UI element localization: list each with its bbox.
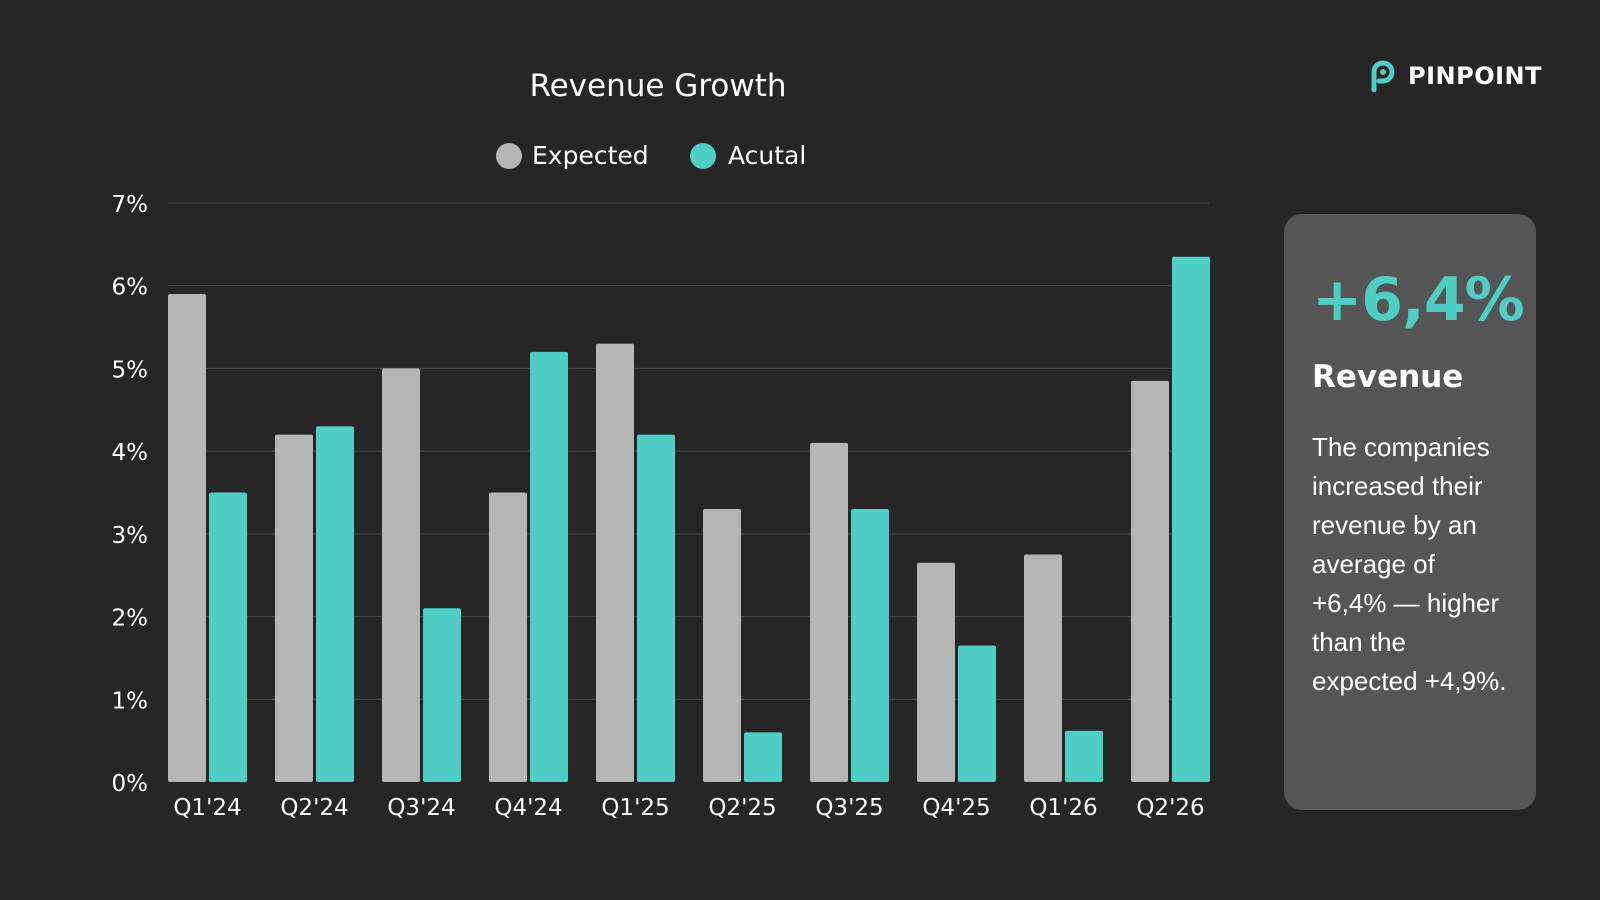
legend-label-actual: Acutal <box>728 141 806 170</box>
bar-actual <box>958 645 996 782</box>
bar-expected <box>917 562 955 782</box>
y-axis-ticks: 0% 1% 2% 3% 4% 5% 6% 7% <box>112 192 149 797</box>
highlight-value: +6,4% <box>1312 265 1525 335</box>
y-tick-label: 0% <box>112 771 149 797</box>
y-tick-label: 4% <box>112 440 149 466</box>
x-tick-label: Q2'26 <box>1136 795 1204 821</box>
pinpoint-p-logo-icon <box>1371 60 1395 92</box>
y-tick-label: 7% <box>112 192 149 218</box>
legend-label-expected: Expected <box>532 141 649 170</box>
bar-actual <box>744 732 782 782</box>
x-tick-label: Q1'24 <box>173 795 241 821</box>
brand-name: PINPOINT <box>1408 62 1542 90</box>
bar-expected <box>596 343 634 782</box>
x-tick-label: Q2'24 <box>280 795 348 821</box>
x-tick-label: Q3'24 <box>387 795 455 821</box>
highlight-card: +6,4% Revenue The companies increased th… <box>1284 214 1536 810</box>
highlight-description: The companies increased their revenue by… <box>1312 432 1507 697</box>
y-tick-label: 6% <box>112 275 149 301</box>
chart-title: Revenue Growth <box>529 68 786 104</box>
y-tick-label: 3% <box>112 523 149 549</box>
y-tick-label: 5% <box>112 357 149 383</box>
bar-expected <box>810 442 848 782</box>
brand-logo: PINPOINT <box>1370 56 1542 96</box>
bar-actual <box>851 509 889 782</box>
highlight-label: Revenue <box>1312 359 1464 395</box>
bar-expected <box>703 509 741 782</box>
bar-expected <box>489 492 527 782</box>
bar-expected <box>382 368 420 782</box>
x-tick-label: Q2'25 <box>708 795 776 821</box>
bar-actual <box>637 434 675 782</box>
bar-actual <box>1065 730 1103 782</box>
bar-expected <box>1131 380 1169 782</box>
bar-actual <box>1172 256 1210 782</box>
chart-legend: Expected Acutal <box>496 141 806 170</box>
bar-actual <box>209 492 247 782</box>
x-tick-label: Q3'25 <box>815 795 883 821</box>
x-tick-label: Q4'25 <box>922 795 990 821</box>
bar-actual <box>316 426 354 782</box>
x-tick-label: Q1'25 <box>601 795 669 821</box>
y-tick-label: 2% <box>112 606 149 632</box>
legend-swatch-expected <box>496 143 522 169</box>
bar-actual <box>530 351 568 782</box>
y-tick-label: 1% <box>112 688 149 714</box>
x-axis-ticks: Q1'24 Q2'24 Q3'24 Q4'24 Q1'25 Q2'25 Q3'25 Q4'25… <box>173 795 1204 821</box>
bars <box>168 256 1210 782</box>
bar-expected <box>1024 554 1062 782</box>
x-tick-label: Q4'24 <box>494 795 562 821</box>
legend-swatch-actual <box>690 143 716 169</box>
x-tick-label: Q1'26 <box>1029 795 1097 821</box>
bar-actual <box>423 608 461 782</box>
bar-expected <box>275 434 313 782</box>
bar-expected <box>168 293 206 782</box>
